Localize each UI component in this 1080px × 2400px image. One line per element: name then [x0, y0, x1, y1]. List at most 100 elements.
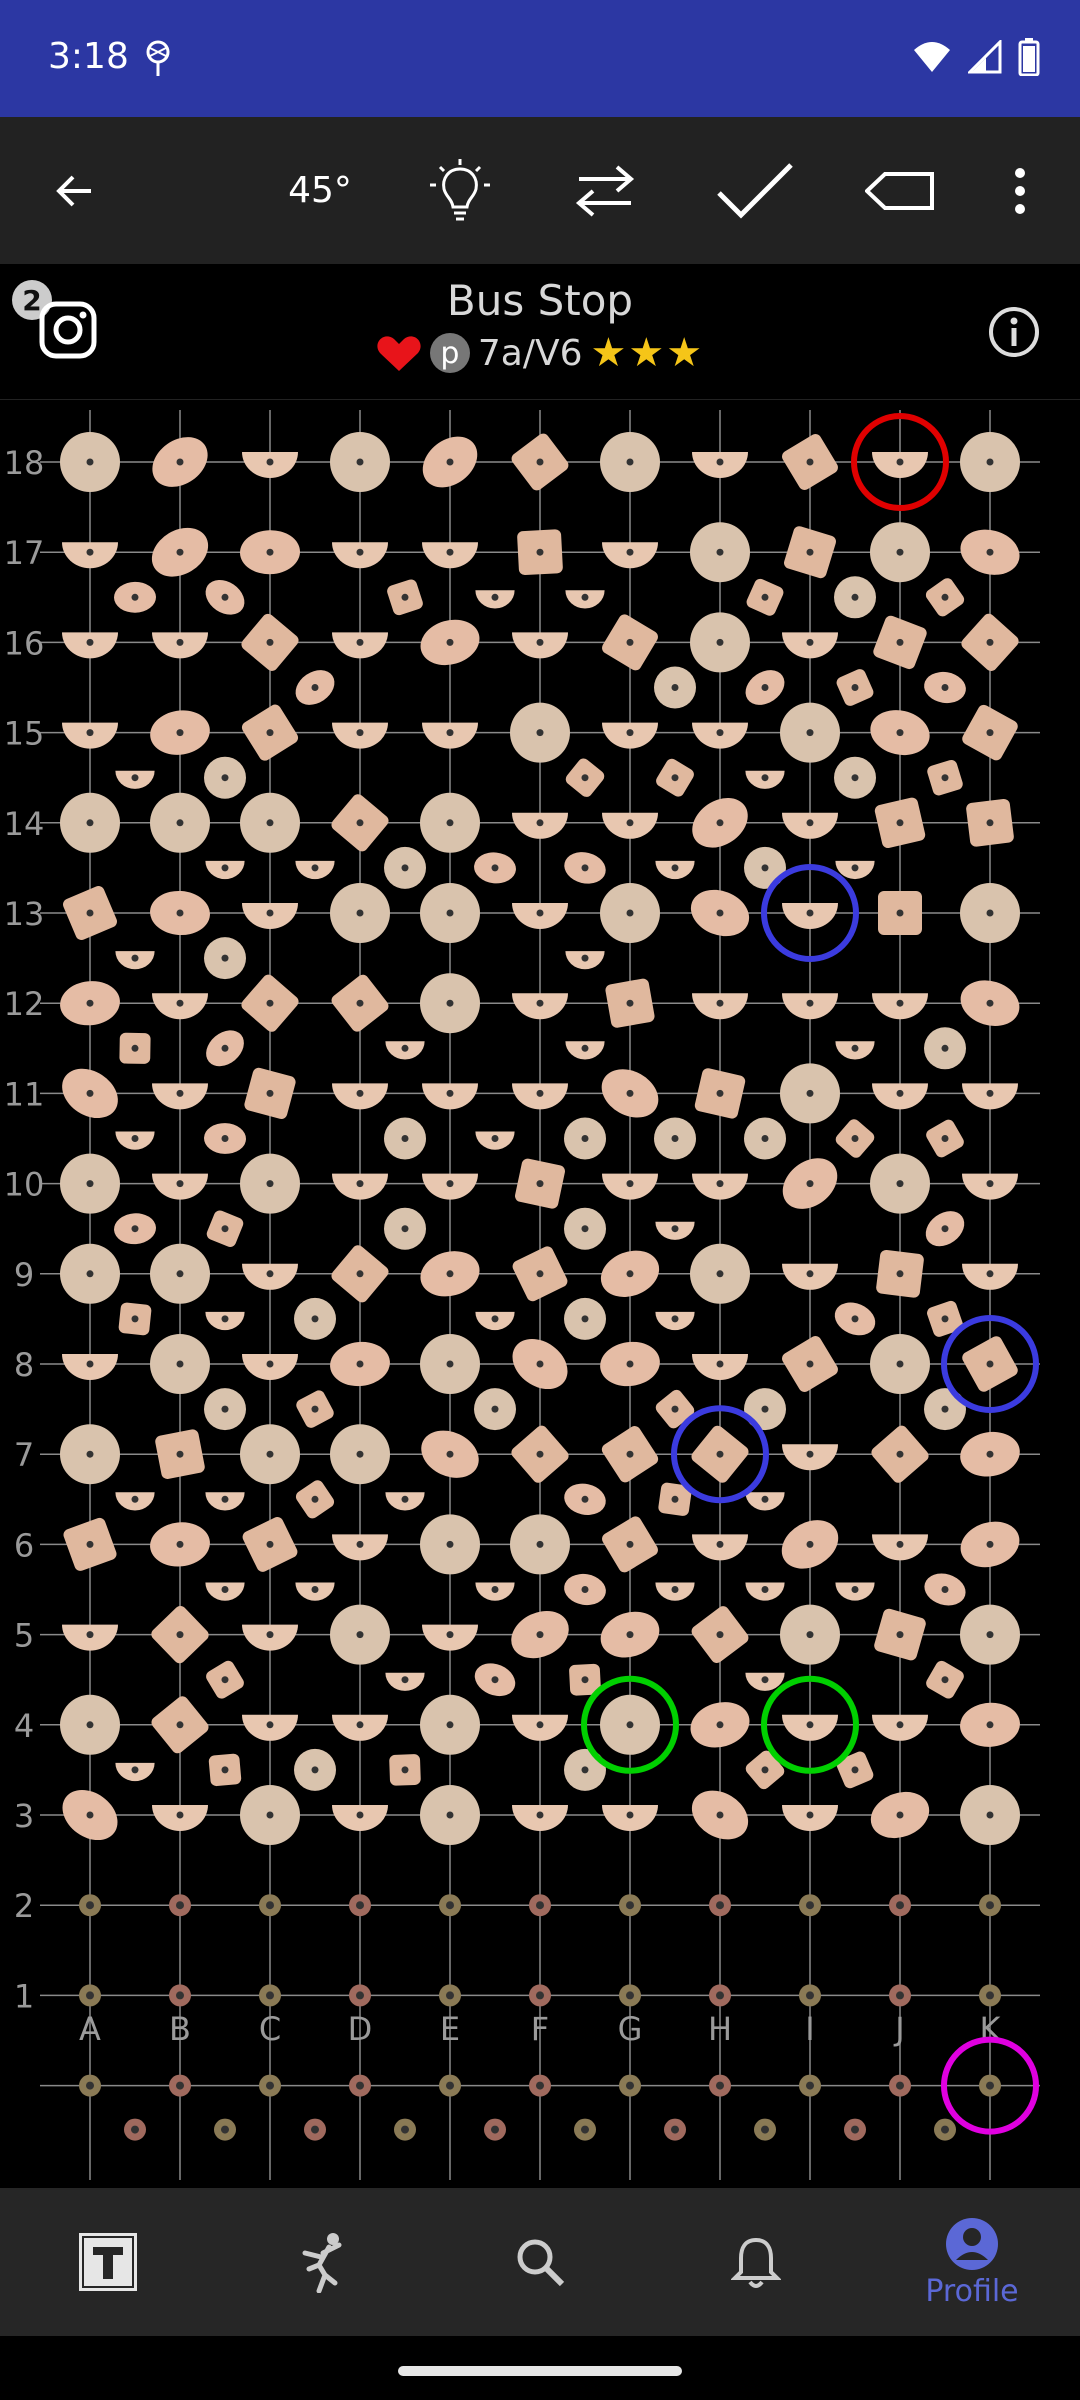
hold-bolt [986, 638, 994, 646]
foot-chip-bolt [761, 2125, 769, 2134]
column-label: E [440, 2010, 460, 2048]
hold-bolt [896, 1360, 904, 1368]
hold-bolt [356, 729, 364, 737]
hold-bolt [806, 1540, 814, 1548]
nav-search[interactable] [432, 2188, 648, 2336]
hold-bolt [266, 1270, 274, 1278]
foot-chip-bolt [896, 1991, 904, 2000]
battery-icon [1018, 38, 1040, 80]
hold-bolt [536, 1360, 544, 1368]
selected-hold-hand[interactable] [671, 1405, 769, 1504]
nav-climb[interactable] [216, 2188, 432, 2336]
status-time: 3:18 [48, 36, 129, 77]
foot-chip-bolt [896, 2081, 904, 2090]
hold-bolt [851, 1586, 859, 1593]
climbing-board[interactable]: 18 17 16 15 14 13 12 11 10 9 8 7 6 5 4 3 2 1 A B C D E F G H I J K [0, 400, 1080, 2188]
hold-bolt [896, 1540, 904, 1548]
column-label: D [348, 2010, 373, 2048]
foot-chip-bolt [356, 1901, 364, 1910]
angle-label: 45° [288, 170, 352, 211]
hold-bolt [266, 999, 274, 1007]
back-button[interactable] [30, 117, 120, 264]
hold-bolt [896, 458, 904, 466]
selected-hold-finish[interactable] [851, 413, 949, 511]
hold-bolt [356, 909, 364, 917]
nav-notifications[interactable] [648, 2188, 864, 2336]
selected-hold-start[interactable] [761, 1675, 859, 1774]
hold-bolt [761, 1766, 769, 1774]
selected-hold-foot[interactable] [941, 2036, 1039, 2135]
hold-bolt [536, 458, 544, 466]
row-label: 12 [4, 985, 45, 1023]
foot-chip-bolt [266, 2081, 274, 2090]
hold-bolt [716, 1631, 724, 1639]
foot-chip-bolt [86, 1901, 94, 1910]
hold-bolt [626, 638, 634, 646]
angle-button[interactable]: 45° [270, 117, 370, 264]
hold-bolt [536, 729, 544, 737]
selected-hold-hand[interactable] [941, 1315, 1039, 1413]
selected-hold-start[interactable] [581, 1675, 679, 1774]
row-label: 14 [4, 805, 45, 843]
hold-bolt [221, 1135, 229, 1142]
nav-logbook[interactable] [0, 2188, 216, 2336]
hold-bolt [176, 819, 184, 827]
hold-bolt [941, 1135, 949, 1142]
row-label: 4 [14, 1707, 34, 1745]
hold-bolt [716, 638, 724, 646]
mark-sent-button[interactable] [705, 117, 805, 264]
hold-bolt [311, 1766, 319, 1774]
instagram-icon[interactable] [38, 300, 98, 364]
hold-bolt [266, 729, 274, 737]
row-label: 7 [14, 1436, 34, 1474]
hold-bolt [581, 1315, 589, 1323]
nav-profile[interactable]: Profile [864, 2188, 1080, 2336]
hold-bolt [266, 1180, 274, 1188]
info-icon[interactable] [988, 306, 1040, 362]
hold-bolt [491, 1135, 499, 1142]
hold-bolt [941, 1405, 949, 1413]
hold-bolt [806, 1270, 814, 1278]
hold-bolt [446, 819, 454, 827]
mirror-button[interactable] [555, 117, 655, 264]
hold-bolt [491, 593, 499, 601]
hold-bolt [221, 1676, 229, 1684]
hold-bolt [356, 1811, 364, 1819]
hold-bolt [176, 1811, 184, 1819]
hold-bolt [896, 548, 904, 556]
hold-bolt [626, 1721, 634, 1729]
hold-bolt [851, 593, 859, 601]
row-label: 16 [4, 624, 45, 662]
hold-bolt [941, 774, 949, 782]
hold-bolt [131, 1044, 139, 1052]
hold-bolt [896, 1450, 904, 1458]
hold-bolt [851, 774, 859, 782]
hold-bolt [986, 1180, 994, 1188]
hold-bolt [806, 819, 814, 827]
hold-bolt [761, 864, 769, 872]
row-label: 10 [4, 1166, 45, 1204]
hold-bolt [626, 1180, 634, 1188]
hold-bolt [806, 1450, 814, 1458]
heart-icon[interactable] [376, 333, 422, 373]
overflow-menu-button[interactable] [990, 117, 1050, 264]
home-gesture-pill[interactable] [398, 2366, 682, 2376]
hold-bolt [446, 1721, 454, 1729]
lights-button[interactable] [410, 117, 510, 264]
selected-hold-hand[interactable] [761, 864, 859, 962]
hold-bolt [221, 1586, 229, 1593]
search-icon [517, 2239, 565, 2287]
hold-bolt [626, 999, 634, 1007]
hold-bolt [986, 819, 994, 827]
hold-bolt [356, 999, 364, 1007]
hold-bolt [671, 1135, 679, 1142]
hold-bolt [221, 1766, 229, 1774]
hold-bolt [581, 593, 589, 601]
foot-chip-bolt [581, 2125, 589, 2134]
hold-bolt [446, 638, 454, 646]
hold-bolt [896, 909, 904, 917]
foot-chip-bolt [131, 2125, 139, 2134]
foot-chip-bolt [176, 1991, 184, 2000]
tag-button[interactable] [850, 117, 950, 264]
